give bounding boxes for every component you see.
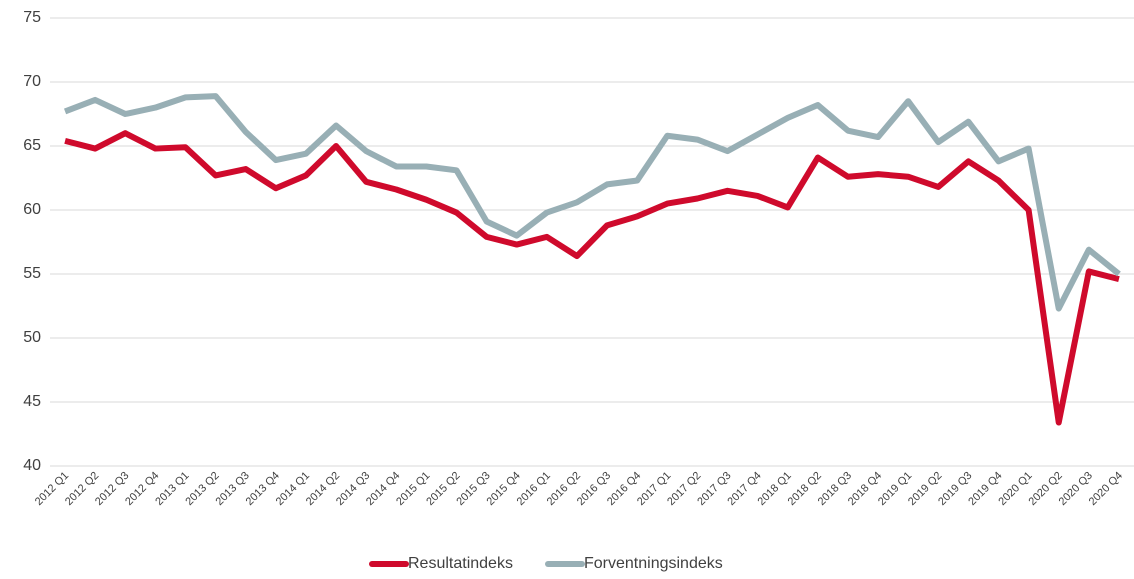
y-tick-label: 45 — [23, 393, 41, 410]
y-tick-label: 65 — [23, 137, 41, 154]
y-tick-label: 55 — [23, 265, 41, 282]
x-tick-label: 2020 Q4 — [1087, 470, 1125, 508]
series-line — [64, 130, 1120, 426]
y-tick-label: 60 — [23, 201, 41, 218]
y-tick-label: 75 — [23, 9, 41, 26]
legend-label: Forventningsindeks — [584, 555, 723, 572]
y-tick-label: 50 — [23, 329, 41, 346]
y-tick-label: 70 — [23, 73, 41, 90]
legend-label: Resultatindeks — [408, 555, 513, 572]
y-tick-label: 40 — [23, 457, 41, 474]
series-line — [63, 93, 1121, 312]
